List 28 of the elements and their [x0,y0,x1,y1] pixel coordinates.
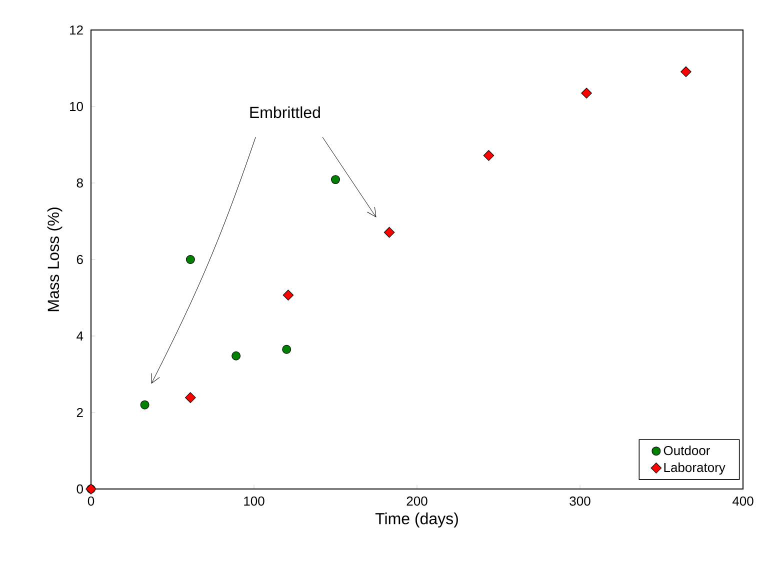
y-tick-label: 10 [70,102,83,112]
legend-label: Laboratory [664,462,726,475]
point [282,344,292,354]
y-axis-title: Mass Loss (%) [47,208,62,312]
point [483,150,494,161]
point [680,66,692,78]
x-tick-label: 200 [406,496,428,506]
point [581,88,592,98]
x-tick-label: 0 [88,496,94,506]
y-tick-label: 8 [76,178,83,188]
point [140,400,150,410]
point [282,290,294,300]
point [186,255,195,264]
point [185,392,196,403]
x-tick-label: 400 [732,496,754,506]
legend-label: Outdoor [664,446,710,456]
point [331,175,340,184]
x-tick-label: 300 [570,496,590,506]
annotation: Embrittled [250,106,320,118]
y-tick-label: 4 [76,332,84,340]
y-tick-label: 6 [76,254,83,264]
y-tick-label: 2 [76,408,83,418]
y-tick-label: 0 [76,484,83,494]
x-axis-title: Time (days) [375,512,458,528]
point [384,226,395,238]
x-tick-label: 100 [244,496,264,506]
point [232,351,241,360]
y-tick-label: 12 [70,25,83,35]
